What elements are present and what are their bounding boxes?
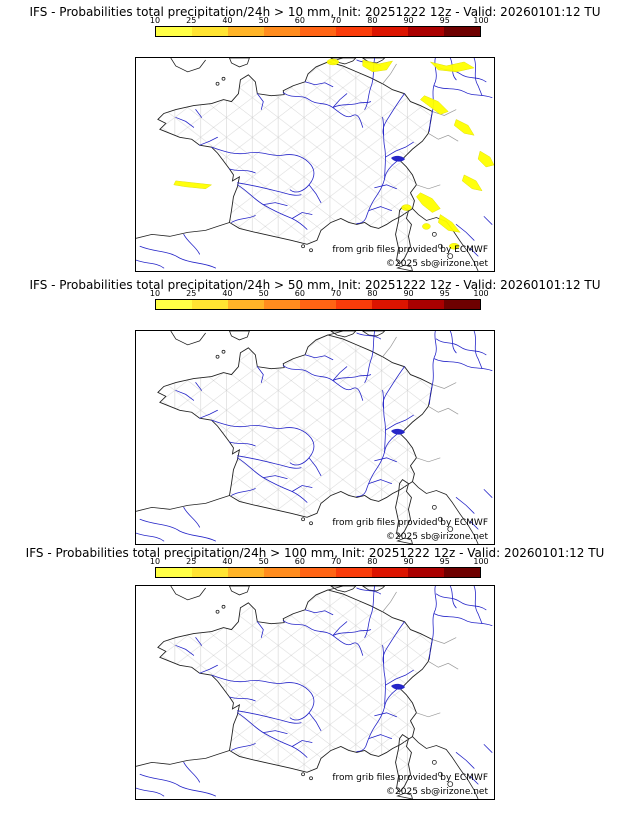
- colorbar-cell: [264, 300, 300, 309]
- colorbar-tick-label: 60: [294, 557, 305, 566]
- panel-title: IFS - Probabilities total precipitation/…: [25, 546, 605, 560]
- colorbar-cell: [192, 300, 228, 309]
- colorbar-tick-label: 80: [367, 557, 378, 566]
- panel-precip-100mm: IFS - Probabilities total precipitation/…: [0, 541, 630, 814]
- colorbar-cell: [336, 27, 372, 36]
- ecmwf-credit: from grib files provided by ECMWF: [332, 245, 488, 255]
- colorbar-tick-label: 10: [149, 557, 161, 566]
- colorbar-scale: [155, 26, 481, 37]
- colorbar-cell: [444, 568, 480, 577]
- colorbar-cell: [228, 300, 264, 309]
- colorbar-tick-label: 90: [403, 557, 414, 566]
- colorbar-tick-label: 25: [186, 289, 197, 298]
- colorbar-tick-label: 50: [258, 16, 269, 25]
- colorbar-tick-label: 40: [222, 16, 233, 25]
- colorbar-tick-labels: 10 25 40 50 60 70 80 90 95 100: [150, 289, 489, 298]
- colorbar-cell: [228, 27, 264, 36]
- colorbar-tick-label: 95: [439, 289, 450, 298]
- colorbar-tick-label: 40: [222, 557, 233, 566]
- colorbar-cell: [444, 300, 480, 309]
- ecmwf-credit: from grib files provided by ECMWF: [332, 518, 488, 528]
- colorbar-scale: [155, 299, 481, 310]
- copyright-note: ©2025 sb@irizone.net: [386, 259, 488, 269]
- precipitation-map: from grib files provided by ECMWF ©2025 …: [135, 57, 495, 272]
- colorbar-tick-label: 95: [439, 16, 450, 25]
- colorbar-tick-label: 70: [331, 16, 342, 25]
- colorbar-cell: [300, 300, 336, 309]
- panel-title: IFS - Probabilities total precipitation/…: [29, 5, 601, 19]
- colorbar-cell: [264, 568, 300, 577]
- colorbar-tick-label: 90: [403, 289, 414, 298]
- colorbar-tick-label: 80: [367, 16, 378, 25]
- colorbar-tick-label: 25: [186, 557, 197, 566]
- probability-colorbar: 10 25 40 50 60 70 80 90 95 100: [150, 557, 489, 578]
- colorbar-tick-label: 10: [149, 289, 161, 298]
- france-map-svg: [136, 58, 494, 271]
- colorbar-cell: [408, 300, 444, 309]
- colorbar-tick-label: 100: [473, 557, 489, 566]
- france-map-svg: [136, 331, 493, 544]
- colorbar-tick-label: 40: [222, 289, 233, 298]
- colorbar-tick-labels: 10 25 40 50 60 70 80 90 95 100: [150, 16, 489, 25]
- colorbar-tick-label: 50: [258, 289, 269, 298]
- colorbar-cell: [192, 27, 228, 36]
- copyright-note: ©2025 sb@irizone.net: [386, 532, 488, 542]
- colorbar-cell: [336, 300, 372, 309]
- colorbar-tick-label: 50: [258, 557, 269, 566]
- probability-colorbar: 10 25 40 50 60 70 80 90 95 100: [150, 16, 489, 37]
- colorbar-scale: [155, 567, 481, 578]
- colorbar-tick-label: 80: [367, 289, 378, 298]
- colorbar-cell: [156, 300, 192, 309]
- colorbar-cell: [372, 568, 408, 577]
- colorbar-cell: [264, 27, 300, 36]
- colorbar-tick-label: 70: [331, 557, 342, 566]
- ecmwf-credit: from grib files provided by ECMWF: [332, 773, 488, 783]
- colorbar-cell: [300, 568, 336, 577]
- panel-title: IFS - Probabilities total precipitation/…: [29, 278, 601, 292]
- colorbar-tick-label: 10: [149, 16, 161, 25]
- colorbar-tick-label: 100: [473, 16, 489, 25]
- colorbar-cell: [372, 300, 408, 309]
- colorbar-cell: [156, 568, 192, 577]
- panel-precip-50mm: IFS - Probabilities total precipitation/…: [0, 273, 630, 546]
- precipitation-map: from grib files provided by ECMWF ©2025 …: [135, 330, 495, 545]
- colorbar-cell: [192, 568, 228, 577]
- colorbar-cell: [228, 568, 264, 577]
- colorbar-cell: [300, 27, 336, 36]
- colorbar-tick-label: 60: [294, 16, 305, 25]
- colorbar-cell: [408, 27, 444, 36]
- colorbar-tick-label: 95: [439, 557, 450, 566]
- colorbar-tick-label: 90: [403, 16, 414, 25]
- colorbar-tick-label: 70: [331, 289, 342, 298]
- colorbar-cell: [336, 568, 372, 577]
- precipitation-map: from grib files provided by ECMWF ©2025 …: [135, 585, 495, 800]
- colorbar-cell: [444, 27, 480, 36]
- colorbar-tick-label: 25: [186, 16, 197, 25]
- colorbar-cell: [408, 568, 444, 577]
- colorbar-tick-labels: 10 25 40 50 60 70 80 90 95 100: [150, 557, 489, 566]
- colorbar-tick-label: 100: [473, 289, 489, 298]
- copyright-note: ©2025 sb@irizone.net: [386, 787, 488, 797]
- colorbar-tick-label: 60: [294, 289, 305, 298]
- colorbar-cell: [156, 27, 192, 36]
- france-map-svg: [136, 586, 493, 799]
- colorbar-cell: [372, 27, 408, 36]
- probability-colorbar: 10 25 40 50 60 70 80 90 95 100: [150, 289, 489, 310]
- panel-precip-10mm: IFS - Probabilities total precipitation/…: [0, 0, 630, 273]
